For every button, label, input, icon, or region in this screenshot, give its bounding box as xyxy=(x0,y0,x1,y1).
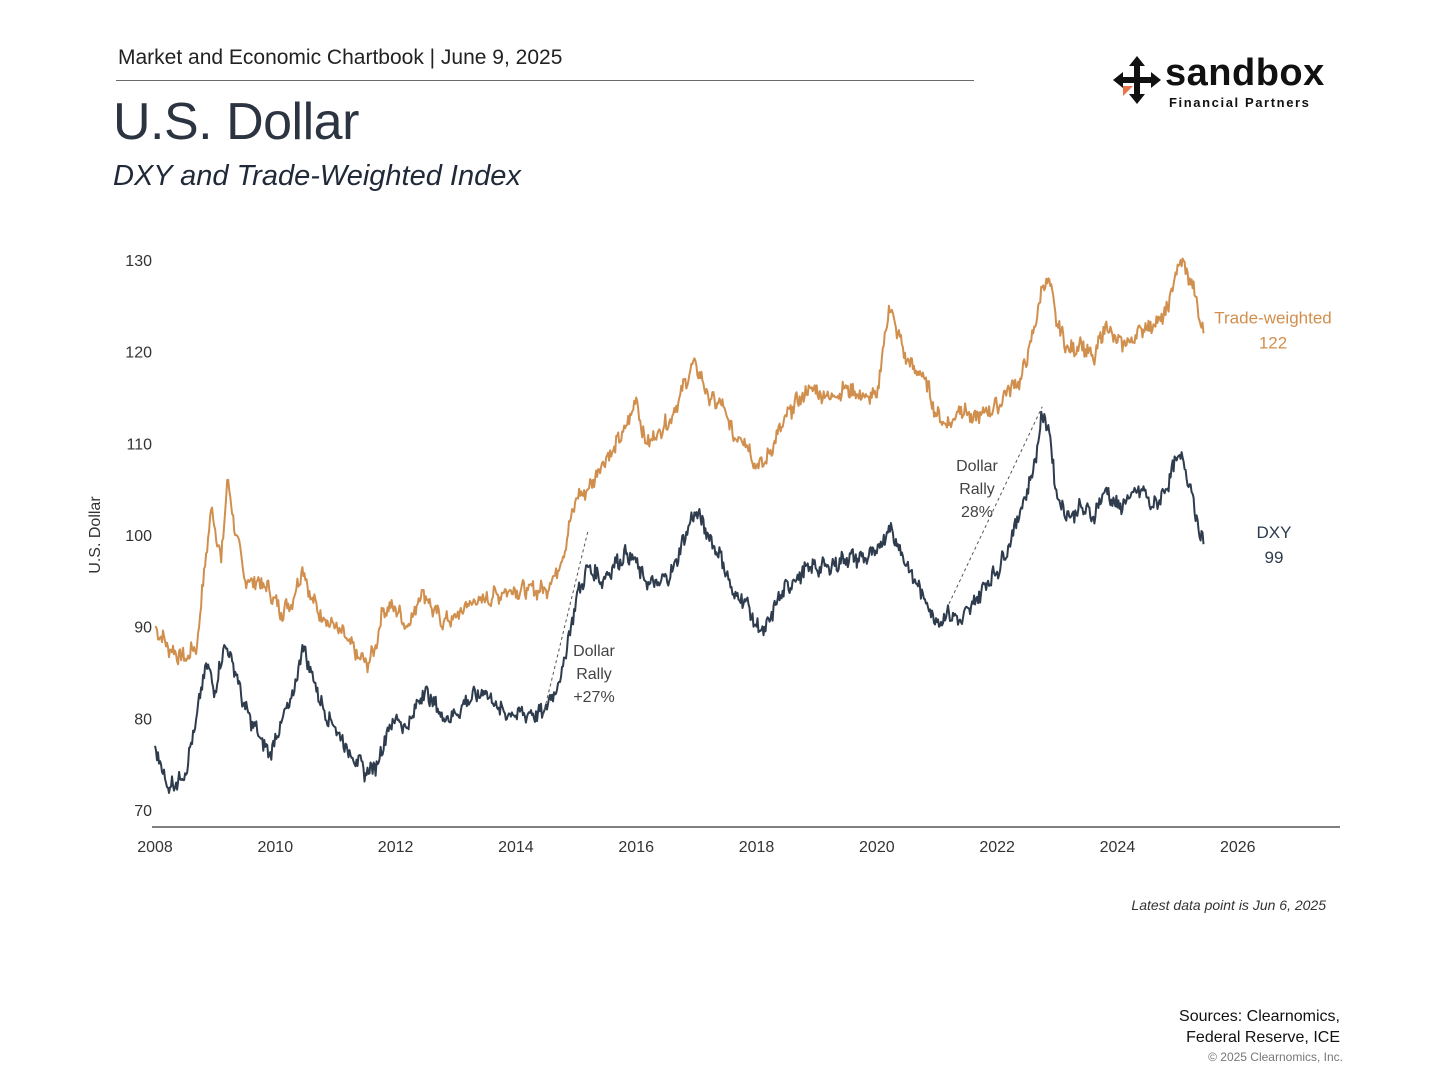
x-tick-label: 2018 xyxy=(739,839,775,856)
y-tick-label: 130 xyxy=(125,253,152,270)
rally-dotted-line xyxy=(542,530,589,716)
latest-data-note: Latest data point is Jun 6, 2025 xyxy=(1131,897,1326,913)
y-axis-title: U.S. Dollar xyxy=(87,496,104,574)
y-tick-label: 100 xyxy=(125,528,152,545)
y-tick-label: 80 xyxy=(134,711,152,728)
sources-line-1: Sources: Clearnomics, xyxy=(1179,1008,1340,1025)
rally-annotation-text: +27% xyxy=(573,689,614,706)
rally-annotation-text: Rally xyxy=(959,481,995,498)
sources-note: Sources: Clearnomics, Federal Reserve, I… xyxy=(1179,1006,1340,1048)
x-tick-label: 2012 xyxy=(378,839,414,856)
four-arrows-cross-icon xyxy=(1113,56,1161,104)
x-tick-label: 2016 xyxy=(618,839,654,856)
series-end-label: DXY xyxy=(1257,523,1292,542)
series-line-dxy xyxy=(154,410,1205,794)
x-tick-label: 2022 xyxy=(979,839,1015,856)
x-tick-label: 2008 xyxy=(137,839,173,856)
series-end-value: 122 xyxy=(1259,333,1287,352)
series-line-trade-weighted xyxy=(154,257,1205,674)
x-tick-label: 2014 xyxy=(498,839,534,856)
x-tick-label: 2026 xyxy=(1220,839,1256,856)
rally-annotation-text: Dollar xyxy=(573,643,615,660)
y-tick-label: 120 xyxy=(125,345,152,362)
y-tick-label: 70 xyxy=(134,803,152,820)
y-tick-label: 90 xyxy=(134,620,152,637)
x-tick-label: 2020 xyxy=(859,839,895,856)
page-subtitle: DXY and Trade-Weighted Index xyxy=(113,160,521,192)
logo-wordmark: sandbox xyxy=(1165,52,1325,94)
series-end-value: 99 xyxy=(1265,548,1284,567)
y-tick-label: 110 xyxy=(126,436,152,453)
logo: sandbox Financial Partners xyxy=(1113,52,1333,116)
rally-annotation-text: 28% xyxy=(961,504,993,521)
rally-annotation-text: Dollar xyxy=(956,458,998,475)
copyright: © 2025 Clearnomics, Inc. xyxy=(1208,1050,1343,1064)
x-tick-label: 2010 xyxy=(258,839,294,856)
x-tick-label: 2024 xyxy=(1100,839,1136,856)
series-end-label: Trade-weighted xyxy=(1214,308,1332,327)
logo-tagline: Financial Partners xyxy=(1169,95,1311,110)
sources-line-2: Federal Reserve, ICE xyxy=(1186,1029,1340,1046)
rally-annotation-text: Rally xyxy=(576,666,612,683)
rally-dotted-line xyxy=(948,406,1043,604)
header-divider xyxy=(116,80,974,81)
page-title: U.S. Dollar xyxy=(113,93,359,151)
chartbook-header: Market and Economic Chartbook | June 9, … xyxy=(118,46,563,69)
